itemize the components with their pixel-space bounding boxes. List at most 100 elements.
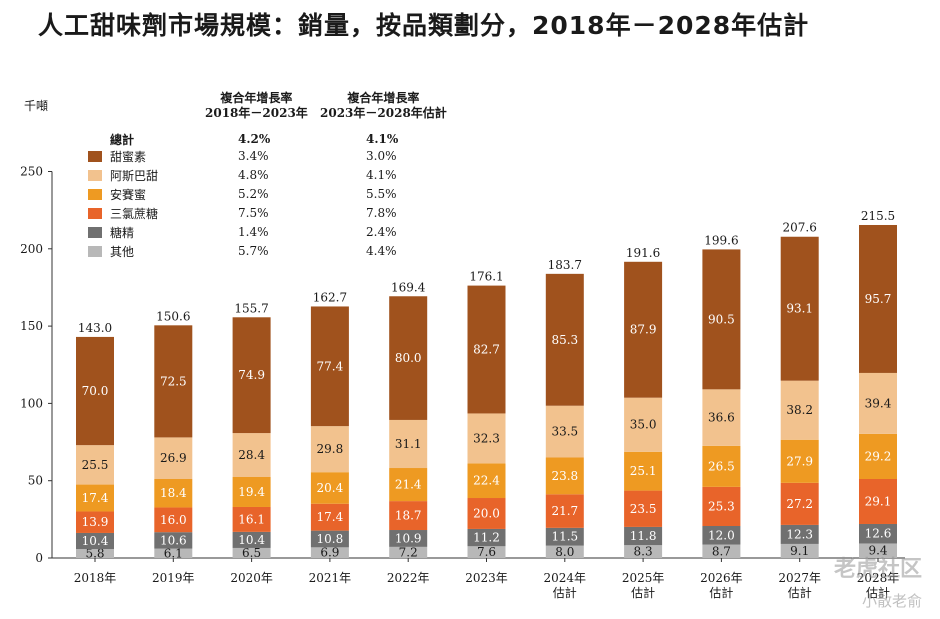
- bar-value-label: 8.0: [555, 545, 574, 559]
- bar-value-label: 87.9: [630, 323, 657, 337]
- bar-segment: [232, 531, 271, 548]
- bar-segment: [310, 306, 349, 427]
- bar-value-label: 16.1: [238, 512, 265, 526]
- bar-segment: [76, 484, 114, 512]
- bar-segment: [859, 224, 897, 373]
- x-tick-label: 2024年: [544, 571, 587, 585]
- bar-value-label: 21.4: [395, 478, 422, 492]
- bar-segment: [780, 236, 819, 381]
- cagr-header-2018-2023: 複合年增長率 2018年－2023年: [205, 91, 308, 121]
- bar-total-label: 155.7: [234, 301, 268, 315]
- y-tick-label: 50: [28, 474, 43, 488]
- bar-segment: [545, 545, 584, 558]
- x-tick-label: 2026年: [700, 571, 743, 585]
- bar-value-label: 11.8: [630, 529, 657, 543]
- bar-value-label: 6.1: [164, 546, 183, 560]
- watermark-text: 老虎社区: [833, 557, 922, 582]
- x-tick-label: 2027年: [778, 571, 821, 585]
- bar-value-label: 80.0: [395, 351, 422, 365]
- bar-segment: [545, 494, 584, 528]
- bar-segment: [702, 249, 741, 390]
- bar-value-label: 28.4: [238, 448, 265, 462]
- bar-value-label: 18.7: [395, 509, 422, 523]
- bar-segment: [389, 296, 428, 420]
- cagr-total-2023-2028: 4.1%: [366, 132, 399, 146]
- x-tick-label: 2021年: [309, 571, 352, 585]
- x-tick-label: 2025年: [622, 571, 665, 585]
- bar-segment: [859, 372, 897, 434]
- bar-value-label: 8.7: [712, 544, 731, 558]
- bar-value-label: 20.0: [473, 506, 500, 520]
- cagr-cyclamate-2018-2023: 3.4%: [238, 149, 269, 163]
- bar-value-label: 23.5: [630, 502, 657, 516]
- bar-segment: [780, 482, 819, 525]
- x-tick-label: 2023年: [465, 571, 508, 585]
- bar-value-label: 72.5: [160, 374, 187, 388]
- x-tick-label: 估計: [553, 585, 577, 600]
- legend-label: 三氯蔗糖: [110, 207, 159, 221]
- legend-label: 其他: [110, 245, 135, 259]
- y-axis-unit: 千噸: [24, 99, 49, 113]
- bar-value-label: 10.4: [82, 534, 109, 548]
- x-tick-label: 估計: [866, 585, 890, 600]
- legend-label: 安賽蜜: [110, 188, 147, 202]
- bar-segment: [702, 525, 741, 545]
- bar-value-label: 17.4: [317, 510, 344, 524]
- bar-value-label: 22.4: [473, 474, 500, 488]
- bar-value-label: 39.4: [865, 396, 892, 410]
- bar-value-label: 25.5: [82, 458, 109, 472]
- bar-segment: [310, 472, 349, 504]
- bar-segment: [624, 526, 663, 546]
- bar-segment: [467, 285, 506, 414]
- cagr-saccharin-2023-2028: 2.4%: [366, 225, 397, 239]
- bar-value-label: 36.6: [708, 411, 735, 425]
- bar-segment: [76, 445, 114, 485]
- bar-segment: [780, 439, 819, 483]
- bar-segment: [389, 468, 428, 502]
- bar-segment: [467, 413, 506, 464]
- bar-segment: [154, 478, 193, 508]
- bar-value-label: 18.4: [160, 486, 187, 500]
- y-tick-label: 250: [20, 165, 43, 179]
- bar-value-label: 70.0: [82, 384, 109, 398]
- bar-segment: [389, 501, 428, 531]
- bar-segment: [702, 544, 741, 558]
- y-tick-label: 100: [20, 396, 43, 410]
- y-tick-label: 150: [20, 319, 43, 333]
- bar-segment: [310, 530, 349, 548]
- bar-segment: [702, 486, 741, 526]
- bar-value-label: 25.1: [630, 464, 657, 478]
- bar-value-label: 38.2: [786, 403, 813, 417]
- bar-value-label: 5.8: [85, 547, 104, 561]
- bar-total-label: 207.6: [783, 221, 817, 235]
- bar-segment: [780, 543, 819, 558]
- bar-value-label: 31.1: [395, 437, 422, 451]
- cagr-sucralose-2018-2023: 7.5%: [238, 206, 269, 220]
- bar-value-label: 29.1: [865, 494, 892, 508]
- cagr-aspartame-2023-2028: 4.1%: [366, 168, 397, 182]
- bar-segment: [624, 397, 663, 452]
- x-tick-label: 估計: [709, 585, 733, 600]
- bar-value-label: 29.8: [317, 442, 344, 456]
- bar-value-label: 9.1: [790, 544, 809, 558]
- bar-value-label: 11.5: [551, 530, 578, 544]
- bar-total-label: 183.7: [548, 258, 582, 272]
- bar-total-label: 150.6: [156, 309, 190, 323]
- bar-value-label: 8.3: [634, 545, 653, 559]
- bar-value-label: 74.9: [238, 368, 265, 382]
- cagr-header-line1: 複合年增長率: [347, 91, 420, 105]
- legend-swatch: [88, 227, 102, 238]
- watermark-subtext: 小散老俞: [861, 592, 922, 610]
- bar-value-label: 19.4: [238, 485, 265, 499]
- bar-value-label: 13.9: [82, 515, 109, 529]
- bar-segment: [859, 433, 897, 479]
- legend-swatch: [88, 208, 102, 219]
- chart-title: 人工甜味劑市場規模：銷量，按品類劃分，2018年－2028年估計: [38, 11, 810, 40]
- bar-value-label: 82.7: [473, 343, 500, 357]
- bar-value-label: 17.4: [82, 491, 109, 505]
- x-tick-label: 2022年: [387, 571, 430, 585]
- bar-segment: [310, 547, 349, 558]
- bar-segment: [232, 317, 271, 434]
- cagr-cyclamate-2023-2028: 3.0%: [366, 149, 397, 163]
- bar-segment: [624, 490, 663, 527]
